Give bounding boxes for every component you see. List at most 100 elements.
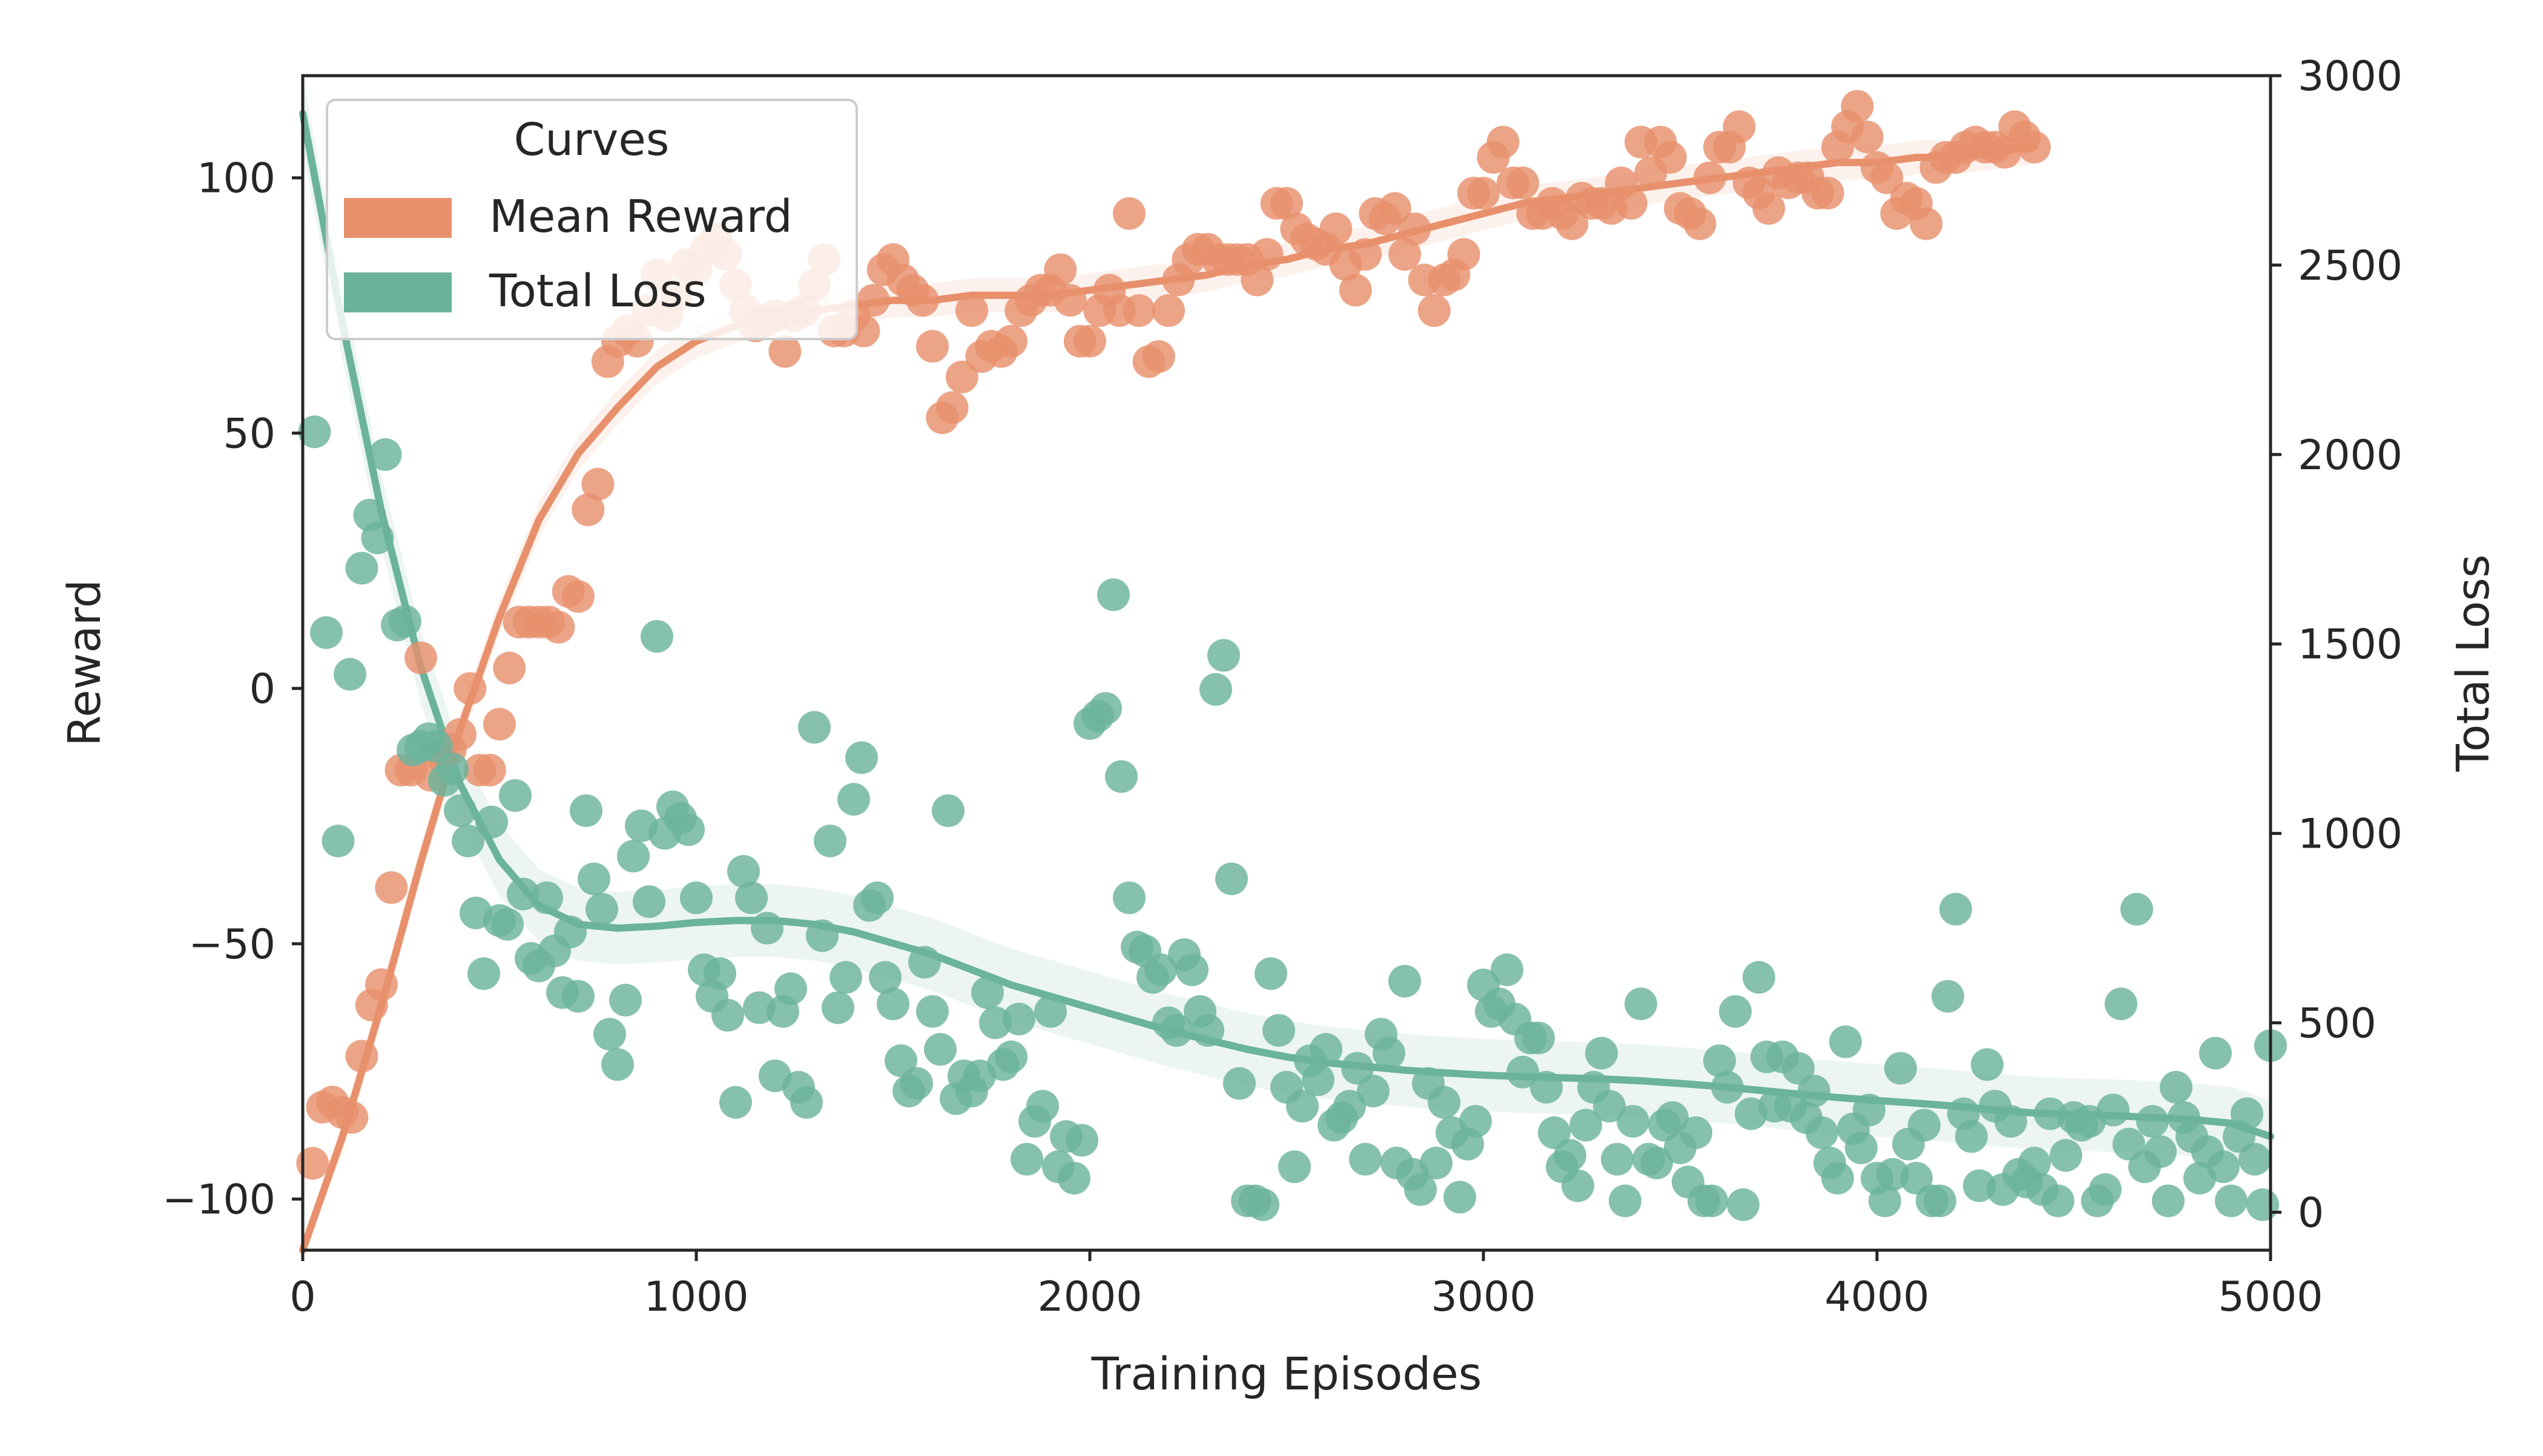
mean-reward-point [1250, 238, 1284, 271]
total-loss-point [995, 1040, 1027, 1073]
total-loss-point [1357, 1075, 1390, 1108]
mean-reward-point [581, 467, 615, 501]
total-loss-point [2231, 1097, 2263, 1130]
total-loss-point [420, 730, 453, 763]
total-loss-point [1609, 1184, 1641, 1217]
mean-reward-point [454, 672, 487, 705]
total-loss-point [452, 825, 484, 858]
total-loss-point [593, 1018, 626, 1051]
total-loss-point [2215, 1184, 2248, 1217]
total-loss-point [2207, 1150, 2240, 1184]
total-loss-point [467, 957, 500, 990]
total-loss-point [1066, 1124, 1098, 1157]
mean-reward-point [365, 968, 398, 1001]
total-loss-point [1924, 1184, 1956, 1217]
total-loss-point [585, 892, 618, 926]
total-loss-point [530, 881, 563, 914]
total-loss-point [1286, 1090, 1319, 1123]
total-loss-point [774, 972, 807, 1006]
mean-reward-point [1693, 161, 1726, 194]
total-loss-point [806, 919, 839, 952]
x-tick-label: 0 [289, 1273, 315, 1321]
total-loss-point [1373, 1036, 1405, 1070]
y-left-tick-label: −50 [188, 921, 275, 969]
x-tick-label: 1000 [644, 1273, 748, 1321]
mean-reward-point [1841, 90, 1874, 123]
total-loss-point [680, 881, 713, 914]
mean-reward-point [768, 335, 802, 368]
total-loss-point [1829, 1025, 1862, 1058]
y-right-tick-label: 2000 [2298, 432, 2403, 479]
total-loss-point [334, 657, 366, 691]
confidence-bands [303, 77, 2271, 1251]
mean-reward-point [1074, 324, 1106, 358]
total-loss-point [672, 813, 705, 846]
mean-reward-point [1123, 294, 1156, 327]
mean-reward-point [296, 1147, 329, 1180]
y-right-tick-label: 3000 [2298, 53, 2403, 100]
x-axis-ticks: 0 1000 2000 3000 4000 5000 [289, 1250, 2323, 1321]
total-loss-point [1939, 892, 1972, 926]
mean-reward-point [1044, 253, 1077, 286]
mean-reward-point [562, 580, 595, 613]
total-loss-point [389, 605, 421, 638]
legend-swatch-mean-reward [344, 198, 452, 238]
mean-reward-point [1349, 238, 1382, 271]
total-loss-point [1806, 1116, 1838, 1149]
mean-reward-point [1752, 192, 1786, 225]
mean-reward-point [935, 391, 969, 424]
mean-reward-point [1654, 141, 1687, 174]
y-left-axis-label: Reward [59, 579, 111, 746]
total-loss-point [1538, 1116, 1571, 1149]
plot-frame [301, 74, 2272, 1252]
mean-reward-point [1486, 125, 1520, 159]
total-loss-point [617, 840, 650, 873]
total-loss-point [2238, 1142, 2271, 1176]
total-loss-point [798, 711, 831, 744]
mean-reward-point [1319, 212, 1353, 245]
total-loss-point [2097, 1093, 2129, 1127]
legend-entry-mean-reward: Mean Reward [489, 191, 793, 243]
total-loss-point [1349, 1142, 1382, 1176]
y-left-axis-ticks: −100 −50 0 50 100 [162, 155, 303, 1224]
total-loss-point [822, 991, 854, 1024]
total-loss-point [2120, 892, 2153, 926]
total-loss-point [310, 616, 343, 649]
total-loss-point [1278, 1150, 1311, 1184]
total-loss-point [491, 908, 524, 941]
legend-title: Curves [514, 114, 670, 166]
total-loss-point [1192, 1014, 1224, 1047]
mean-reward-point [1467, 177, 1500, 209]
total-loss-point [1562, 1169, 1594, 1202]
mean-reward-point [1447, 238, 1480, 271]
total-loss-point [1310, 1033, 1342, 1066]
legend-entry-total-loss: Total Loss [489, 265, 707, 317]
y-right-tick-label: 500 [2298, 1000, 2376, 1048]
total-loss-point [1908, 1108, 1941, 1142]
total-loss-point [1011, 1142, 1043, 1176]
total-loss-point [2105, 987, 2137, 1021]
total-loss-point [1782, 1052, 1815, 1085]
total-loss-point [1105, 760, 1138, 793]
mean-reward-point [1113, 197, 1146, 230]
y-left-tick-label: 100 [197, 155, 275, 203]
total-loss-point [2018, 1147, 2051, 1180]
legend-frame [326, 99, 858, 340]
mean-reward-point [1339, 274, 1372, 307]
total-loss-point [499, 779, 532, 812]
mean-reward-point [1054, 284, 1087, 317]
total-loss-point [790, 1085, 823, 1119]
mean-reward-point [542, 611, 575, 644]
mean-reward-point [1910, 207, 1943, 240]
total-loss-point [900, 1067, 933, 1100]
x-tick-label: 5000 [2218, 1273, 2323, 1321]
mean-reward-point [335, 1101, 369, 1134]
total-loss-point [1034, 995, 1067, 1028]
mean-reward-point [1614, 186, 1648, 220]
total-loss-point [2136, 1105, 2169, 1138]
total-loss-point [436, 753, 469, 786]
mean-reward-point [1683, 207, 1717, 240]
mean-reward-point [906, 284, 939, 317]
total-loss-point [1176, 953, 1209, 986]
